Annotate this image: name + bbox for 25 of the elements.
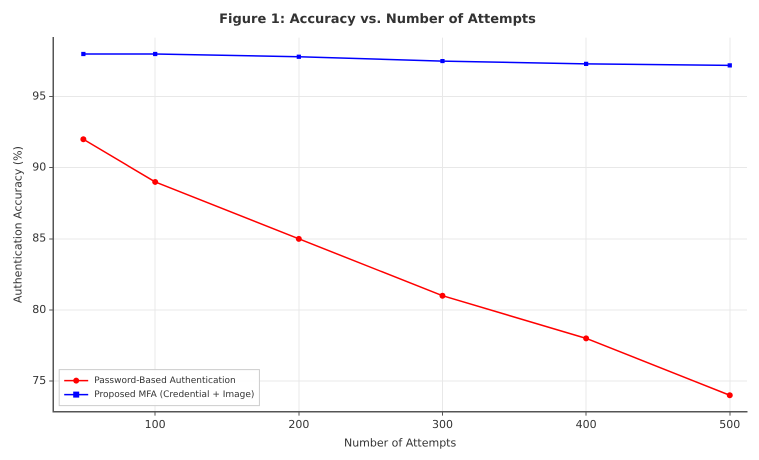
- x-tick-label: 200: [288, 418, 310, 432]
- point: [439, 292, 446, 299]
- point: [583, 335, 590, 342]
- point: [80, 136, 86, 142]
- point: [81, 52, 86, 56]
- y-tick-label: 90: [32, 160, 46, 174]
- y-tick-label: 95: [32, 89, 46, 102]
- point: [728, 63, 732, 68]
- x-tick-label: 400: [576, 418, 597, 432]
- x-tick-label: 500: [719, 418, 740, 432]
- y-tick-label: 75: [32, 374, 46, 387]
- legend-label: Proposed MFA (Credential + Image): [94, 390, 254, 400]
- x-tick-label: 300: [432, 418, 453, 432]
- y-axis-title: Authentication Accuracy (%): [11, 146, 24, 304]
- point: [726, 392, 733, 398]
- legend-label: Password-Based Authentication: [94, 376, 236, 386]
- chart-title: Figure 1: Accuracy vs. Number of Attempts: [219, 12, 536, 28]
- point: [153, 52, 158, 56]
- x-tick-label: 100: [144, 418, 166, 432]
- x-axis-title: Number of Attempts: [344, 436, 456, 450]
- y-tick-label: 80: [32, 302, 46, 316]
- point: [152, 178, 158, 185]
- point: [296, 54, 301, 59]
- y-tick-label: 85: [32, 232, 46, 245]
- point: [296, 236, 302, 242]
